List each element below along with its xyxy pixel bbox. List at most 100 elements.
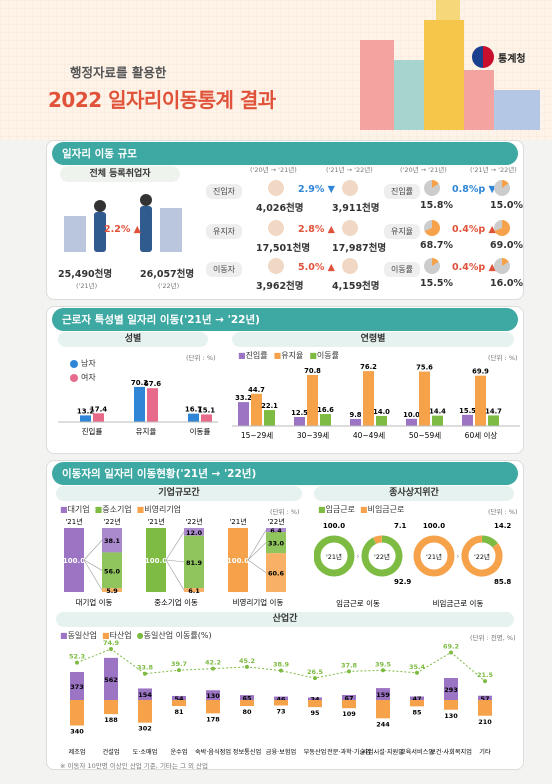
industry-same-label: 293 bbox=[444, 686, 458, 694]
gender-category-label: 이동률 bbox=[190, 426, 211, 436]
gender-bar-label: 67.6 bbox=[144, 380, 161, 388]
status-legend-label: 임금근로 bbox=[325, 505, 356, 514]
industry-same-bar bbox=[274, 696, 288, 700]
age-bar bbox=[238, 402, 249, 426]
gender-bar-label: 17.4 bbox=[90, 405, 107, 413]
up-arrow-icon: ▲ bbox=[130, 224, 141, 235]
total-change: 2.2% ▲ bbox=[104, 224, 141, 235]
industry-legend-entry: ■타산업 bbox=[102, 630, 132, 641]
industry-other-label: 210 bbox=[478, 718, 492, 726]
row-label: 진입자 bbox=[206, 184, 242, 199]
chevron-right-icon: › bbox=[456, 552, 460, 562]
age-legend: ■진입률 ■유지율 ■이동률 bbox=[238, 350, 339, 361]
age-category-label: 60세 이상 bbox=[465, 430, 498, 440]
donut-2022-label: '22년 bbox=[374, 552, 390, 561]
chevron-right-icon: › bbox=[356, 552, 360, 562]
size-segment-label: 6.1 bbox=[188, 587, 200, 595]
size-category-label: 중소기업 이동 bbox=[154, 597, 198, 607]
row-value-a: 17,501천명 bbox=[256, 243, 311, 254]
industry-same-bar bbox=[138, 688, 152, 700]
header-decoration bbox=[0, 0, 552, 140]
size-bar-2021-label: 100.0 bbox=[227, 557, 249, 565]
industry-same-label: 47 bbox=[412, 695, 421, 703]
industry-rate-label: 35.4 bbox=[409, 663, 426, 671]
donut-2022-label: '22년 bbox=[474, 552, 490, 561]
industry-other-bar bbox=[206, 700, 220, 714]
legend-swatch: ■ bbox=[94, 505, 103, 514]
total-2021-year: ('21년) bbox=[76, 282, 98, 290]
rate-value-b: 15.0% bbox=[490, 200, 523, 211]
industry-rate-point bbox=[279, 668, 283, 673]
status-unit: (단위 : %) bbox=[488, 508, 518, 516]
size-segment bbox=[102, 588, 122, 592]
row-value-a: 3,962천명 bbox=[256, 281, 304, 292]
age-title: 연령별 bbox=[232, 332, 514, 347]
donut-2022-value-top: 14.2 bbox=[494, 522, 511, 530]
industry-category-label: 부동산업 bbox=[304, 748, 327, 756]
gender-bar bbox=[80, 415, 91, 422]
industry-legend: ■동일산업 ■타산업 ●동일산업 이동률(%) bbox=[60, 630, 212, 641]
age-bar-label: 14.0 bbox=[373, 408, 390, 416]
person-icon bbox=[342, 220, 358, 236]
rate-value-b: 69.0% bbox=[490, 240, 523, 251]
age-legend-entry: ■이동률 bbox=[309, 350, 339, 361]
industry-same-label: 65 bbox=[242, 695, 252, 703]
status-category-label: 임금근로 이동 bbox=[336, 598, 380, 608]
footnote: ※ 이동자 10만명 이상인 산업 기준, 기타는 그 외 산업 bbox=[60, 762, 208, 770]
row-change: 2.9% ▼ bbox=[298, 184, 335, 195]
legend-swatch: ■ bbox=[273, 351, 282, 360]
age-bar-label: 33.2 bbox=[235, 394, 252, 402]
age-chart: 33.244.7 22.1 15~29세 12.5 70.8 16.6 30~39세 9.8 7… bbox=[232, 363, 520, 440]
industry-other-label: 340 bbox=[70, 728, 84, 736]
industry-legend-entry: ■동일산업 bbox=[60, 630, 97, 641]
industry-other-bar bbox=[444, 700, 458, 710]
donut-2021-value: 100.0 bbox=[423, 522, 445, 530]
size-segment-label: 12.0 bbox=[186, 529, 203, 537]
down-arrow-icon: ▼ bbox=[485, 184, 496, 195]
industry-rate-point bbox=[347, 669, 351, 674]
industry-other-bar bbox=[410, 700, 424, 707]
industry-rate-point bbox=[381, 668, 385, 673]
industry-category-label: 사업시설·지원업 bbox=[362, 748, 404, 756]
legend-female-label: 여자 bbox=[81, 373, 96, 382]
male-icon bbox=[70, 359, 78, 368]
age-bar bbox=[264, 410, 275, 426]
page-subtitle: 행정자료를 활용한 bbox=[70, 65, 167, 80]
up-arrow-icon: ▲ bbox=[324, 224, 335, 235]
status-legend-entry: ■임금근로 bbox=[318, 504, 355, 515]
gender-chart: 13.217.4 진입률 70.267.6 유지율 16.715.1 이동률 bbox=[58, 379, 218, 436]
donut-2021 bbox=[314, 535, 355, 577]
flow-arrow bbox=[83, 559, 103, 591]
industry-rate-label: 37.8 bbox=[341, 661, 358, 669]
age-bar-label: 14.7 bbox=[485, 407, 502, 415]
industry-other-bar bbox=[240, 700, 254, 706]
size-bar-2021 bbox=[64, 528, 84, 592]
total-change-value: 2.2% bbox=[104, 224, 131, 235]
industry-rate-point bbox=[177, 668, 181, 673]
gender-bar-label: 70.2 bbox=[131, 379, 148, 387]
legend-swatch: ● bbox=[136, 631, 144, 640]
industry-category-label: 전문·과학·기술업 bbox=[327, 748, 371, 756]
industry-same-label: 373 bbox=[70, 683, 84, 691]
person-icon bbox=[268, 258, 284, 274]
rate-col-header-b: ('21년 → '22년) bbox=[470, 166, 517, 174]
size-segment bbox=[102, 528, 122, 553]
size-legend-label: 대기업 bbox=[67, 505, 90, 514]
age-legend-label: 이동률 bbox=[316, 351, 339, 360]
gender-bar bbox=[134, 386, 145, 422]
donut-2021-label: '21년 bbox=[326, 552, 342, 561]
industry-other-bar bbox=[104, 700, 118, 715]
age-bar bbox=[488, 415, 499, 426]
industry-same-bar bbox=[206, 690, 220, 700]
gender-bar-label: 16.7 bbox=[185, 406, 202, 414]
industry-rate-label: 39.7 bbox=[171, 660, 187, 668]
age-legend-entry: ■유지율 bbox=[274, 350, 304, 361]
industry-other-bar bbox=[308, 700, 322, 708]
rate-value-b: 16.0% bbox=[490, 278, 523, 289]
person-icon bbox=[342, 180, 358, 196]
age-bar-label: 76.2 bbox=[360, 363, 377, 371]
size-category-label: 대기업 이동 bbox=[76, 597, 113, 607]
flow-arrow bbox=[247, 529, 267, 561]
total-2022-year: ('22년) bbox=[158, 282, 180, 290]
industry-other-bar bbox=[274, 700, 288, 706]
